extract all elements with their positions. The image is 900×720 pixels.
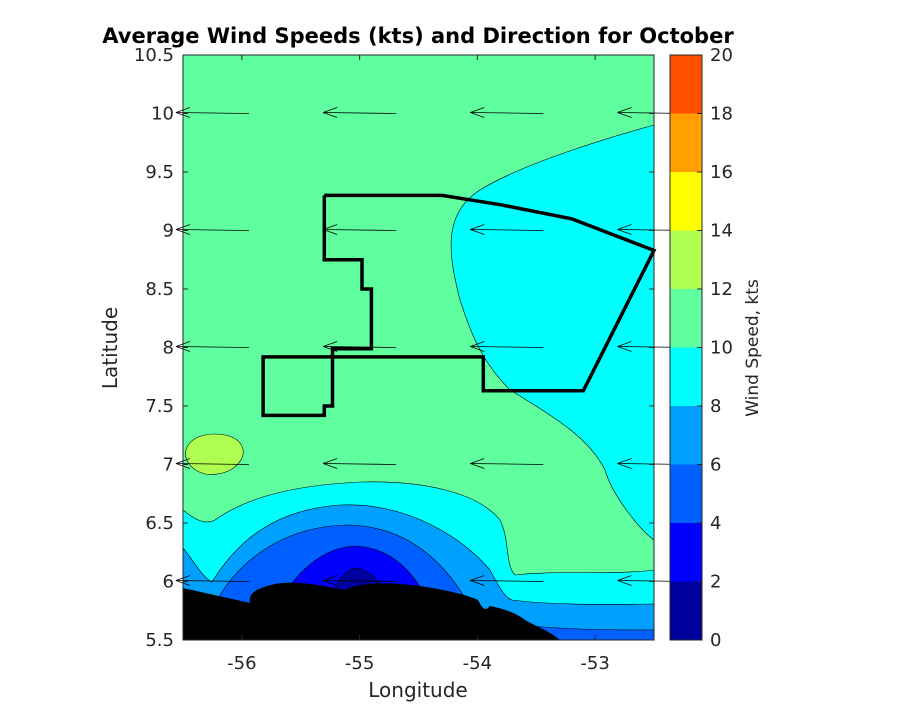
landmass (183, 582, 560, 640)
colorbar-tick-label: 20 (710, 45, 733, 66)
wind-vector-head (470, 458, 485, 464)
colorbar-tick-label: 12 (710, 279, 733, 300)
wind-vector-shaft (175, 463, 249, 465)
wind-vector-head (617, 112, 632, 118)
wind-vector-shaft (323, 463, 397, 465)
colorbar-segment (670, 581, 702, 640)
wind-vector-head (322, 346, 338, 352)
contour-fills (183, 55, 654, 640)
wind-vector-head (617, 458, 632, 464)
wind-vector-shaft (470, 463, 544, 465)
colorbar-segment (670, 523, 702, 582)
wind-vector-head (470, 346, 485, 352)
colorbar-label: Wind Speed, kts (743, 279, 763, 417)
wind-vector-head (470, 575, 485, 581)
y-tick-label: 10 (151, 104, 174, 125)
wind-vector-shaft (175, 580, 249, 582)
colorbar: 0 2 4 6 8 10 12 14 16 18 20 (670, 45, 733, 651)
wind-vector-head (617, 224, 632, 230)
x-axis: -56 -55 -54 -53 (227, 55, 610, 674)
wind-vector-head (617, 463, 632, 469)
wind-vector-head (322, 107, 338, 113)
wind-vector-head (617, 346, 632, 352)
wind-vector-head (470, 229, 485, 235)
wind-vector-shaft (470, 229, 544, 231)
wind-vector-head (322, 458, 338, 464)
colorbar-frame (669, 54, 703, 641)
y-tick-label: 7 (163, 455, 174, 476)
wind-vector-head (470, 107, 485, 113)
colorbar-tick-label: 2 (710, 572, 721, 593)
y-tick-label: 5.5 (145, 630, 174, 651)
wind-vector-shaft (323, 346, 397, 348)
x-tick-label: -55 (345, 653, 374, 674)
wind-vector-shaft (470, 346, 544, 348)
colorbar-tick-label: 8 (710, 396, 721, 417)
colorbar-segment (670, 347, 702, 406)
wind-vector-shaft (175, 229, 249, 231)
wind-vector-shaft (323, 580, 397, 582)
wind-vector-head (322, 575, 338, 581)
colorbar-tick-label: 0 (710, 630, 721, 651)
y-tick-label: 7.5 (145, 396, 174, 417)
wind-vector-head (322, 112, 338, 118)
colorbar-tick-label: 4 (710, 513, 721, 534)
x-axis-label: Longitude (368, 678, 467, 702)
wind-vector-head (617, 341, 632, 347)
colorbar-segment (670, 289, 702, 348)
wind-vector-head (470, 112, 485, 118)
wind-vector-head (470, 580, 485, 586)
wind-vector-head (322, 224, 338, 230)
wind-vector-shaft (323, 112, 397, 114)
wind-vector-shaft (175, 112, 249, 114)
y-axis-label: Latitude (98, 307, 122, 389)
wind-vector-head (322, 229, 338, 235)
y-tick-label: 8 (163, 338, 174, 359)
wind-vector-head (322, 463, 338, 469)
colorbar-segment (670, 172, 702, 231)
y-axis: 5.5 6 6.5 7 7.5 8 8.5 9 9.5 10 10.5 (134, 45, 654, 651)
colorbar-tick-label: 14 (710, 221, 733, 242)
wind-vector-head (617, 580, 632, 586)
y-tick-label: 6.5 (145, 513, 174, 534)
colorbar-tick-label: 6 (710, 455, 721, 476)
colorbar-segment (670, 230, 702, 289)
wind-vector-head (617, 575, 632, 581)
y-tick-label: 9 (163, 221, 174, 242)
colorbar-segment (670, 406, 702, 465)
x-tick-label: -54 (463, 653, 492, 674)
wind-vector-head (617, 107, 632, 113)
wind-vector-head (470, 341, 485, 347)
colorbar-tick-label: 16 (710, 162, 733, 183)
wind-vector-shaft (323, 229, 397, 231)
wind-vector-head (322, 580, 338, 586)
wind-vector-shaft (175, 346, 249, 348)
colorbar-segment (670, 55, 702, 114)
y-tick-label: 6 (163, 572, 174, 593)
wind-vector-head (322, 341, 338, 347)
chart-title: Average Wind Speeds (kts) and Direction … (102, 24, 734, 48)
y-tick-label: 10.5 (134, 45, 174, 66)
wind-vector-head (470, 224, 485, 230)
colorbar-tick-label: 18 (710, 104, 733, 125)
colorbar-tick-label: 10 (710, 338, 733, 359)
wind-vector-head (617, 229, 632, 235)
wind-vector-shaft (470, 112, 544, 114)
wind-vector-shaft (470, 580, 544, 582)
y-tick-label: 8.5 (145, 279, 174, 300)
boundary-polygon (261, 193, 657, 418)
colorbar-segment (670, 113, 702, 172)
x-tick-label: -56 (227, 653, 256, 674)
wind-vector-head (470, 463, 485, 469)
x-tick-label: -53 (580, 653, 609, 674)
y-tick-label: 9.5 (145, 162, 174, 183)
colorbar-segment (670, 464, 702, 523)
